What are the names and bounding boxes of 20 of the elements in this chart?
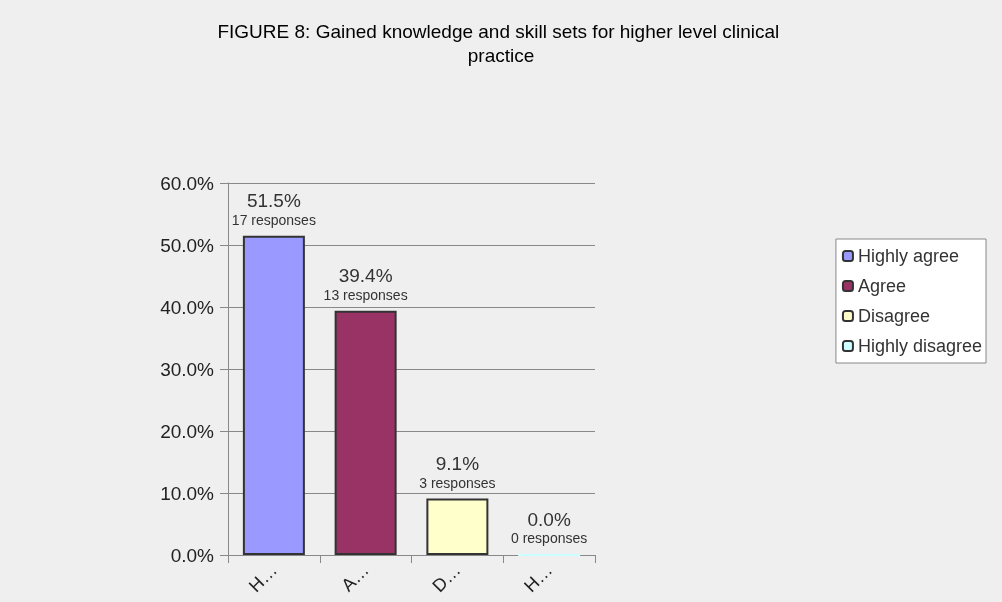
y-tick-label: 60.0% <box>160 172 215 194</box>
y-tick-label: 20.0% <box>160 420 215 442</box>
legend-label: Disagree <box>857 306 930 326</box>
legend-label: Highly agree <box>857 246 959 266</box>
x-tick-label: A… <box>337 559 373 596</box>
x-tick-label: H… <box>244 559 281 596</box>
data-label: 9.1% 3 responses <box>419 453 496 491</box>
y-tick-label: 10.0% <box>160 482 215 504</box>
legend-label: Agree <box>857 276 906 296</box>
x-tick-label: D… <box>428 559 465 596</box>
data-label: 51.5% 17 responses <box>231 190 316 228</box>
y-tick-label: 40.0% <box>160 296 215 318</box>
legend-label: Highly disagree <box>857 336 983 356</box>
x-tick-label: H… <box>520 559 557 596</box>
y-tick-label: 0.0% <box>170 544 215 566</box>
chart-title: FIGURE 8: Gained knowledge and skill sets for higher level clinical practice <box>217 20 785 66</box>
y-tick-label: 50.0% <box>160 234 215 256</box>
y-tick-label: 30.0% <box>160 358 215 380</box>
data-label: 0.0% 0 responses <box>510 508 588 546</box>
data-label: 39.4% 13 responses <box>323 265 408 303</box>
